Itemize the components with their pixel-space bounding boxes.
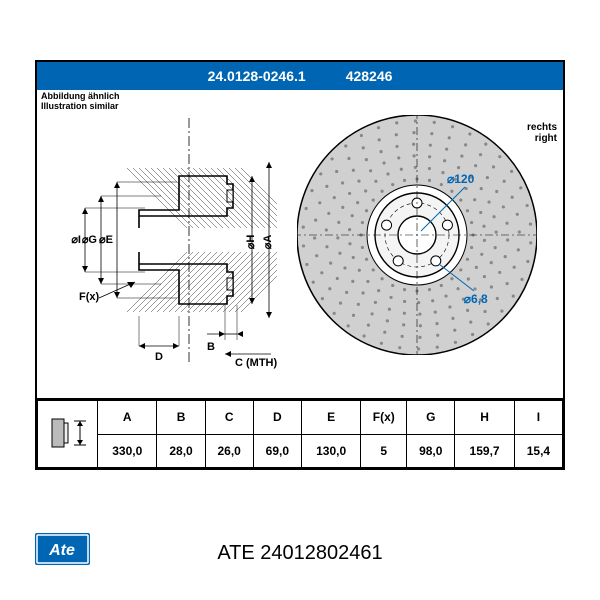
val-G: 98,0 (407, 434, 455, 468)
val-Fx: 5 (361, 434, 407, 468)
table-icon-cell (38, 401, 98, 468)
cross-section-drawing: ⌀I⌀G⌀E ⌀H ⌀A F(x) D B C (MTH) (57, 110, 277, 370)
svg-text:D: D (155, 351, 163, 363)
svg-text:⌀E: ⌀E (99, 234, 113, 246)
col-C: C (205, 401, 253, 435)
val-D: 69,0 (253, 434, 301, 468)
val-A: 330,0 (98, 434, 157, 468)
drawing-area: ⌀I⌀G⌀E ⌀H ⌀A F(x) D B C (MTH) ⌀120 ⌀6,8 (37, 90, 563, 390)
val-C: 26,0 (205, 434, 253, 468)
svg-text:⌀120: ⌀120 (447, 172, 475, 186)
svg-text:F(x): F(x) (79, 291, 100, 303)
col-Fx: F(x) (361, 401, 407, 435)
caption-text: ATE 24012802461 (0, 542, 600, 565)
part-number: 24.0128-0246.1 (208, 68, 306, 84)
col-G: G (407, 401, 455, 435)
col-I: I (514, 401, 562, 435)
dimension-table: ABCDEF(x)GHI 330,028,026,069,0130,0598,0… (37, 398, 563, 468)
col-E: E (301, 401, 360, 435)
val-B: 28,0 (157, 434, 205, 468)
svg-text:⌀I: ⌀I (71, 234, 81, 246)
svg-text:C (MTH): C (MTH) (235, 357, 277, 369)
header-bar: 24.0128-0246.1 428246 (37, 62, 563, 90)
svg-text:⌀6,8: ⌀6,8 (464, 292, 488, 306)
col-B: B (157, 401, 205, 435)
alt-number: 428246 (346, 68, 393, 84)
col-D: D (253, 401, 301, 435)
col-A: A (98, 401, 157, 435)
svg-text:⌀H: ⌀H (245, 235, 257, 250)
val-E: 130,0 (301, 434, 360, 468)
svg-text:B: B (207, 341, 215, 353)
val-H: 159,7 (455, 434, 514, 468)
svg-text:⌀A: ⌀A (262, 235, 274, 250)
val-I: 15,4 (514, 434, 562, 468)
disc-face-drawing: ⌀120 ⌀6,8 (297, 115, 537, 355)
diagram-frame: 24.0128-0246.1 428246 Abbildung ähnlich … (35, 60, 565, 470)
svg-text:⌀G: ⌀G (82, 234, 97, 246)
col-H: H (455, 401, 514, 435)
